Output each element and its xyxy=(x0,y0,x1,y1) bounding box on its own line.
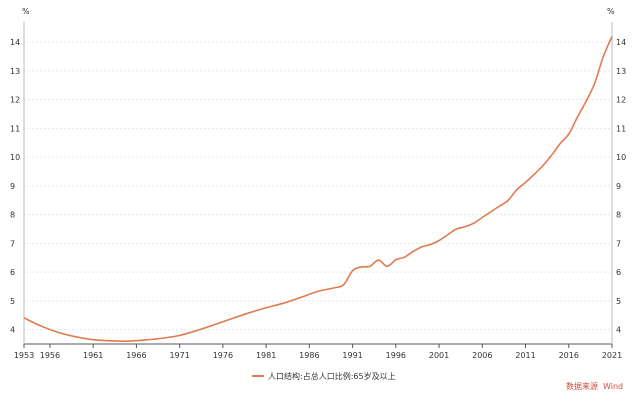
x-tick-label: 1991 xyxy=(342,351,362,360)
x-tick-label: 1981 xyxy=(256,351,276,360)
x-tick-label: 1956 xyxy=(40,351,60,360)
y-tick-label-left: 13 xyxy=(10,67,20,76)
y-tick-label-left: 5 xyxy=(10,297,15,306)
x-tick-label: 1986 xyxy=(299,351,319,360)
y-tick-label-right: 6 xyxy=(616,268,621,277)
x-tick-label: 1961 xyxy=(83,351,103,360)
source-note: 数据来源 Wind xyxy=(566,381,623,391)
y-unit-right: % xyxy=(607,7,615,16)
x-tick-label: 2021 xyxy=(602,351,622,360)
series-line xyxy=(23,36,613,342)
y-tick-label-left: 14 xyxy=(10,38,20,47)
x-tick-label: 1976 xyxy=(213,351,233,360)
y-unit-left: % xyxy=(22,7,30,16)
y-tick-label-right: 4 xyxy=(616,326,621,335)
tick-labels: 4 4 5 5 6 6 7 7 8 8 9 9 10 10 11 11 12 12 13 13 14 14 1953 1956… xyxy=(10,38,626,360)
legend-label: 人口结构:占总人口比例:65岁及以上 xyxy=(268,371,396,381)
y-tick-label-left: 6 xyxy=(10,268,15,277)
series-layer xyxy=(23,36,613,342)
y-tick-label-right: 14 xyxy=(616,38,626,47)
source-label: 数据来源 xyxy=(566,381,598,391)
x-tick-label: 1953 xyxy=(14,351,34,360)
y-tick-label-left: 4 xyxy=(10,326,15,335)
x-tick-label: 2001 xyxy=(429,351,449,360)
y-tick-label-left: 11 xyxy=(10,124,20,133)
y-tick-label-right: 12 xyxy=(616,96,626,105)
x-tick-label: 2011 xyxy=(515,351,535,360)
y-tick-label-right: 9 xyxy=(616,182,621,191)
y-tick-label-right: 7 xyxy=(616,239,621,248)
x-tick-label: 1966 xyxy=(126,351,146,360)
y-tick-label-left: 10 xyxy=(10,153,20,162)
y-tick-label-right: 10 xyxy=(616,153,626,162)
y-tick-label-left: 12 xyxy=(10,96,20,105)
y-tick-label-left: 9 xyxy=(10,182,15,191)
y-tick-label-left: 7 xyxy=(10,239,15,248)
y-tick-label-right: 5 xyxy=(616,297,621,306)
y-tick-label-right: 11 xyxy=(616,124,626,133)
x-tick-label: 2016 xyxy=(559,351,579,360)
y-tick-label-left: 8 xyxy=(10,211,15,220)
y-tick-label-right: 13 xyxy=(616,67,626,76)
source-name: Wind xyxy=(603,382,623,391)
x-tick-label: 2006 xyxy=(472,351,492,360)
x-tick-label: 1971 xyxy=(169,351,189,360)
x-tick-label: 1996 xyxy=(386,351,406,360)
axes xyxy=(23,22,613,348)
legend: 人口结构:占总人口比例:65岁及以上 xyxy=(252,371,396,381)
y-tick-label-right: 8 xyxy=(616,211,621,220)
gridlines xyxy=(24,41,612,331)
